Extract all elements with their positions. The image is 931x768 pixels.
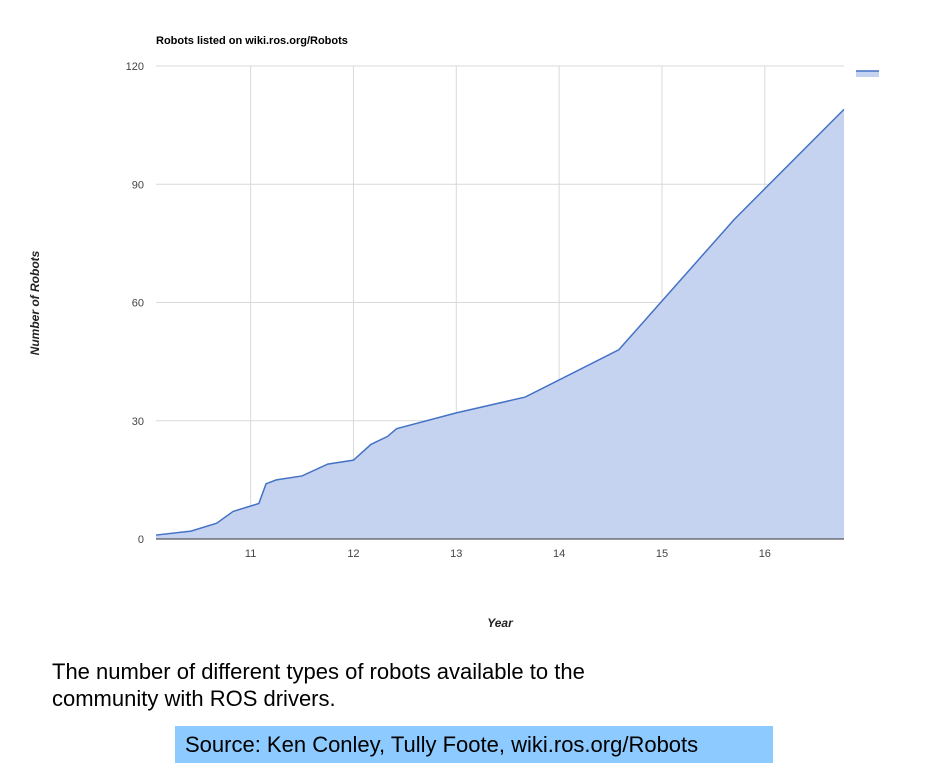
- x-axis-label: Year: [487, 616, 514, 630]
- chart-area-layer: [155, 108, 845, 540]
- y-axis-label: Number of Robots: [28, 250, 42, 355]
- chart-title: Robots listed on wiki.ros.org/Robots: [156, 35, 348, 47]
- y-tick-label: 30: [132, 416, 144, 428]
- x-tick-label: 12: [347, 548, 359, 560]
- figure-caption: The number of different types of robots …: [52, 658, 692, 712]
- x-tick-label: 14: [553, 548, 565, 560]
- series-area: [156, 109, 844, 539]
- caption-line-2: community with ROS drivers.: [52, 686, 336, 711]
- chart-ticks: 0 30 60 90 120 11 12 13 14 15 16: [126, 61, 771, 560]
- source-label: Source: Ken Conley, Tully Foote, wiki.ro…: [175, 726, 773, 763]
- legend-swatch-fill: [856, 71, 879, 77]
- y-tick-label: 120: [126, 61, 144, 73]
- series-line: [155, 108, 845, 536]
- robots-chart: Robots listed on wiki.ros.org/Robots 0 30…: [28, 35, 879, 630]
- y-tick-label: 90: [132, 179, 144, 191]
- x-tick-label: 13: [450, 548, 462, 560]
- x-tick-label: 15: [656, 548, 668, 560]
- chart-legend: [856, 70, 879, 77]
- x-tick-label: 16: [759, 548, 771, 560]
- caption-line-1: The number of different types of robots …: [52, 659, 585, 684]
- y-tick-label: 0: [138, 534, 144, 546]
- y-tick-label: 60: [132, 298, 144, 310]
- x-tick-label: 11: [245, 548, 256, 560]
